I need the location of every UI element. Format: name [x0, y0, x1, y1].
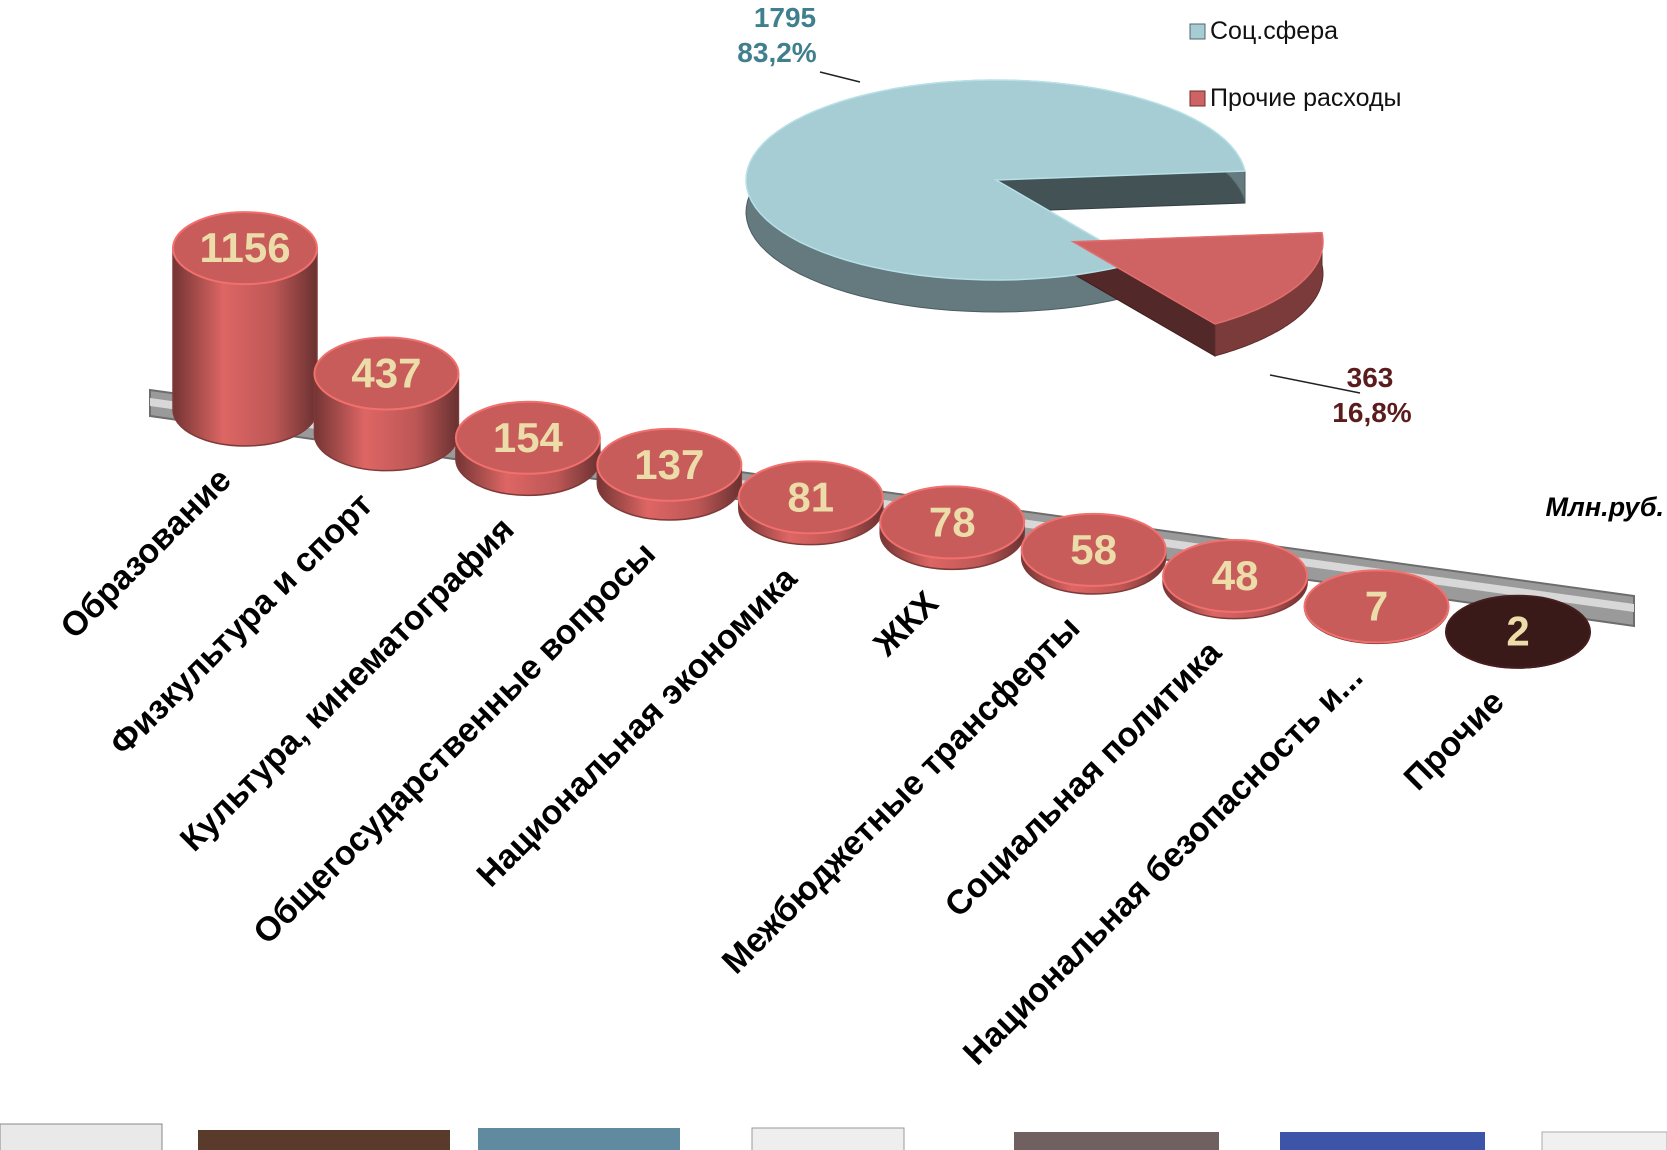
thumbnails [0, 1123, 1667, 1150]
bar [1445, 594, 1591, 669]
value-label: 1156 [199, 224, 290, 271]
bar-top [172, 211, 318, 286]
data-label: 83,2% [737, 37, 816, 68]
value-label: 137 [634, 441, 704, 488]
bar-top [1162, 538, 1309, 613]
pie-slice [745, 79, 1247, 281]
thumbnail [1541, 1131, 1667, 1150]
legend-swatch [1189, 90, 1206, 107]
bar [313, 336, 460, 472]
value-label: 48 [1212, 552, 1259, 599]
value-label: 2 [1506, 608, 1529, 655]
x-tick-label: Межбюджетные трансферты [715, 609, 1087, 981]
x-tick-label: ЖКХ [866, 584, 946, 664]
leader-line [1269, 374, 1361, 394]
bar [172, 211, 318, 447]
data-label: 363 [1347, 362, 1394, 393]
bar-top [313, 336, 460, 411]
thumbnail [751, 1127, 905, 1150]
bar [1303, 569, 1450, 645]
value-label: 58 [1070, 526, 1117, 573]
x-tick-label: Культура, кинематография [173, 510, 522, 859]
data-label: 1795 [754, 2, 816, 33]
thumbnail [1280, 1132, 1485, 1150]
thumbnail [198, 1130, 450, 1150]
x-tick-label: Социальная политика [938, 633, 1230, 925]
thumbnail [0, 1123, 163, 1150]
value-label: 7 [1365, 582, 1388, 629]
value-label: 78 [929, 498, 976, 545]
legend-label: Прочие расходы [1210, 84, 1402, 112]
data-label: 16,8% [1332, 397, 1411, 428]
bar-top [1445, 594, 1591, 669]
legend-swatch [1189, 23, 1206, 40]
bar-top [737, 460, 884, 535]
value-label: 81 [787, 473, 834, 520]
thumbnail [478, 1128, 680, 1150]
bar-top [596, 427, 743, 502]
x-tick-label: Национальная экономика [469, 559, 805, 895]
bar-top [454, 400, 601, 475]
legend-label: Соц.сфера [1210, 17, 1338, 45]
bar-top [1020, 512, 1167, 587]
x-tick-label: Образование [53, 461, 238, 646]
value-label: 437 [351, 349, 421, 396]
leader-line [819, 71, 861, 83]
bar [596, 427, 743, 521]
bar [737, 460, 884, 546]
unit-label: Млн.руб. [1546, 492, 1664, 522]
pie-slice [1070, 231, 1324, 325]
bar-body [172, 247, 318, 447]
value-label: 154 [493, 414, 564, 461]
thumbnail [1014, 1132, 1219, 1150]
bar [454, 400, 601, 497]
bar [879, 485, 1026, 570]
bar-top [879, 485, 1026, 560]
bar [1020, 512, 1167, 595]
bar [1162, 538, 1309, 620]
x-tick-label: Прочие [1397, 683, 1512, 798]
bar-top [1303, 569, 1450, 644]
